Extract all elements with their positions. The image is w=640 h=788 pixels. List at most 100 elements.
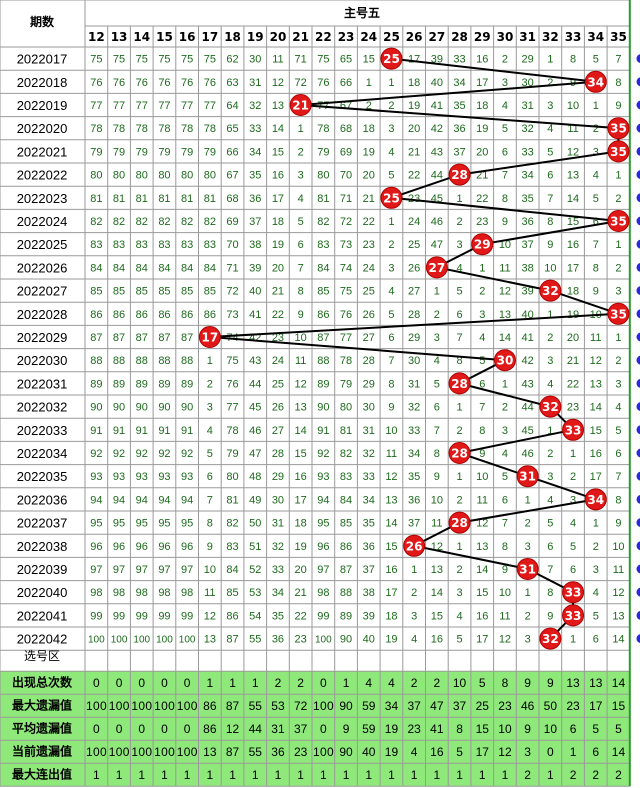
period-labels: 2022017 2022018 2022019 2022020 2022021 20220…	[17, 52, 68, 647]
miss-cell: 85	[136, 286, 148, 298]
miss-cell: 100	[156, 635, 173, 646]
ball-circle	[607, 117, 630, 140]
miss-cell: 76	[181, 77, 193, 89]
ball-number: 25	[383, 52, 400, 66]
miss-cell: 8	[502, 193, 508, 205]
miss-cell: 79	[136, 146, 148, 158]
miss-cell: 90	[317, 402, 329, 414]
miss-cell: 95	[113, 518, 125, 530]
stat-value: 23	[566, 699, 580, 713]
period-2022018: 2022018	[17, 75, 68, 90]
miss-cell: 1	[615, 239, 621, 251]
miss-cell: 38	[522, 262, 534, 274]
miss-cell: 77	[136, 100, 148, 112]
miss-cell: 53	[249, 587, 261, 599]
stat-value: 87	[226, 699, 240, 713]
period-2022017: 2022017	[17, 52, 68, 67]
stat-value: 0	[93, 676, 100, 690]
column-header-29: 29	[474, 30, 491, 44]
miss-cell: 8	[593, 262, 599, 274]
miss-cell: 38	[363, 587, 375, 599]
miss-cell: 79	[90, 146, 102, 158]
stat-value: 0	[93, 722, 100, 736]
miss-cell: 96	[317, 541, 329, 553]
edge-dot	[636, 332, 640, 342]
ball-number: 33	[565, 423, 582, 437]
edge-dot	[636, 634, 640, 643]
stat-label-4: 最大连出值	[12, 767, 72, 782]
ball-circle	[562, 604, 585, 627]
miss-cell: 63	[226, 77, 238, 89]
miss-cell: 85	[226, 587, 238, 599]
miss-cell: 22	[295, 610, 307, 622]
miss-cell: 14	[385, 518, 397, 530]
edge-dot	[636, 541, 640, 551]
miss-cell: 23	[363, 239, 375, 251]
miss-cell: 13	[204, 634, 216, 646]
miss-cell: 77	[204, 100, 216, 112]
miss-cell: 37	[408, 518, 420, 530]
miss-cell: 97	[90, 564, 102, 576]
miss-cell: 4	[456, 610, 462, 622]
miss-cell: 18	[272, 216, 284, 228]
miss-cell: 77	[340, 332, 352, 344]
miss-cell: 14	[499, 332, 511, 344]
miss-cell: 15	[431, 610, 443, 622]
miss-cell: 20	[295, 564, 307, 576]
miss-cell: 87	[90, 332, 102, 344]
hit-ball-2022024: 35	[607, 210, 630, 232]
miss-cell: 14	[567, 193, 579, 205]
miss-cell: 7	[298, 262, 304, 274]
miss-cell: 1	[456, 471, 462, 483]
miss-cell: 25	[272, 378, 284, 390]
miss-cell: 26	[363, 309, 375, 321]
period-2022027: 2022027	[17, 284, 68, 299]
miss-cell: 5	[547, 146, 553, 158]
miss-cell: 6	[547, 170, 553, 182]
miss-cell: 82	[90, 216, 102, 228]
stat-value: 23	[498, 699, 512, 713]
miss-cell: 9	[388, 402, 394, 414]
stat-value: 100	[177, 699, 198, 713]
stat-value: 2	[524, 768, 531, 782]
ball-number: 25	[383, 191, 400, 205]
miss-cell: 88	[340, 587, 352, 599]
miss-cell: 21	[295, 587, 307, 599]
miss-cell: 90	[158, 402, 170, 414]
miss-cell: 4	[570, 518, 576, 530]
hit-ball-2022020: 35	[607, 117, 630, 140]
ball-number: 33	[565, 609, 582, 623]
miss-cell: 86	[158, 309, 170, 321]
miss-cell: 50	[249, 518, 261, 530]
period-2022022: 2022022	[17, 168, 68, 183]
miss-cell: 20	[363, 170, 375, 182]
period-2022020: 2022020	[17, 121, 68, 136]
stat-value: 8	[456, 722, 463, 736]
miss-cell: 6	[502, 146, 508, 158]
miss-cell: 18	[295, 518, 307, 530]
miss-cell: 6	[434, 402, 440, 414]
miss-cell: 25	[408, 239, 420, 251]
miss-cell: 6	[547, 541, 553, 553]
miss-cell: 9	[479, 448, 485, 460]
miss-cell: 14	[272, 123, 284, 135]
miss-cell: 10	[612, 541, 624, 553]
miss-cell: 35	[363, 518, 375, 530]
miss-cell: 82	[204, 216, 216, 228]
ball-circle	[448, 163, 471, 186]
miss-cell: 28	[408, 309, 420, 321]
miss-cell: 91	[113, 425, 125, 437]
stat-value: 100	[131, 699, 152, 713]
edge-dot	[636, 309, 640, 319]
miss-cell: 2	[593, 123, 599, 135]
miss-cell: 3	[502, 425, 508, 437]
period-column-header: 期数	[30, 14, 55, 29]
miss-cell: 13	[431, 564, 443, 576]
period-2022038: 2022038	[17, 539, 68, 554]
stat-value: 19	[385, 745, 399, 759]
miss-cell: 31	[249, 77, 261, 89]
miss-cell: 12	[499, 634, 511, 646]
ball-circle	[448, 442, 471, 464]
miss-cell: 82	[226, 518, 238, 530]
stat-value: 6	[592, 745, 599, 759]
